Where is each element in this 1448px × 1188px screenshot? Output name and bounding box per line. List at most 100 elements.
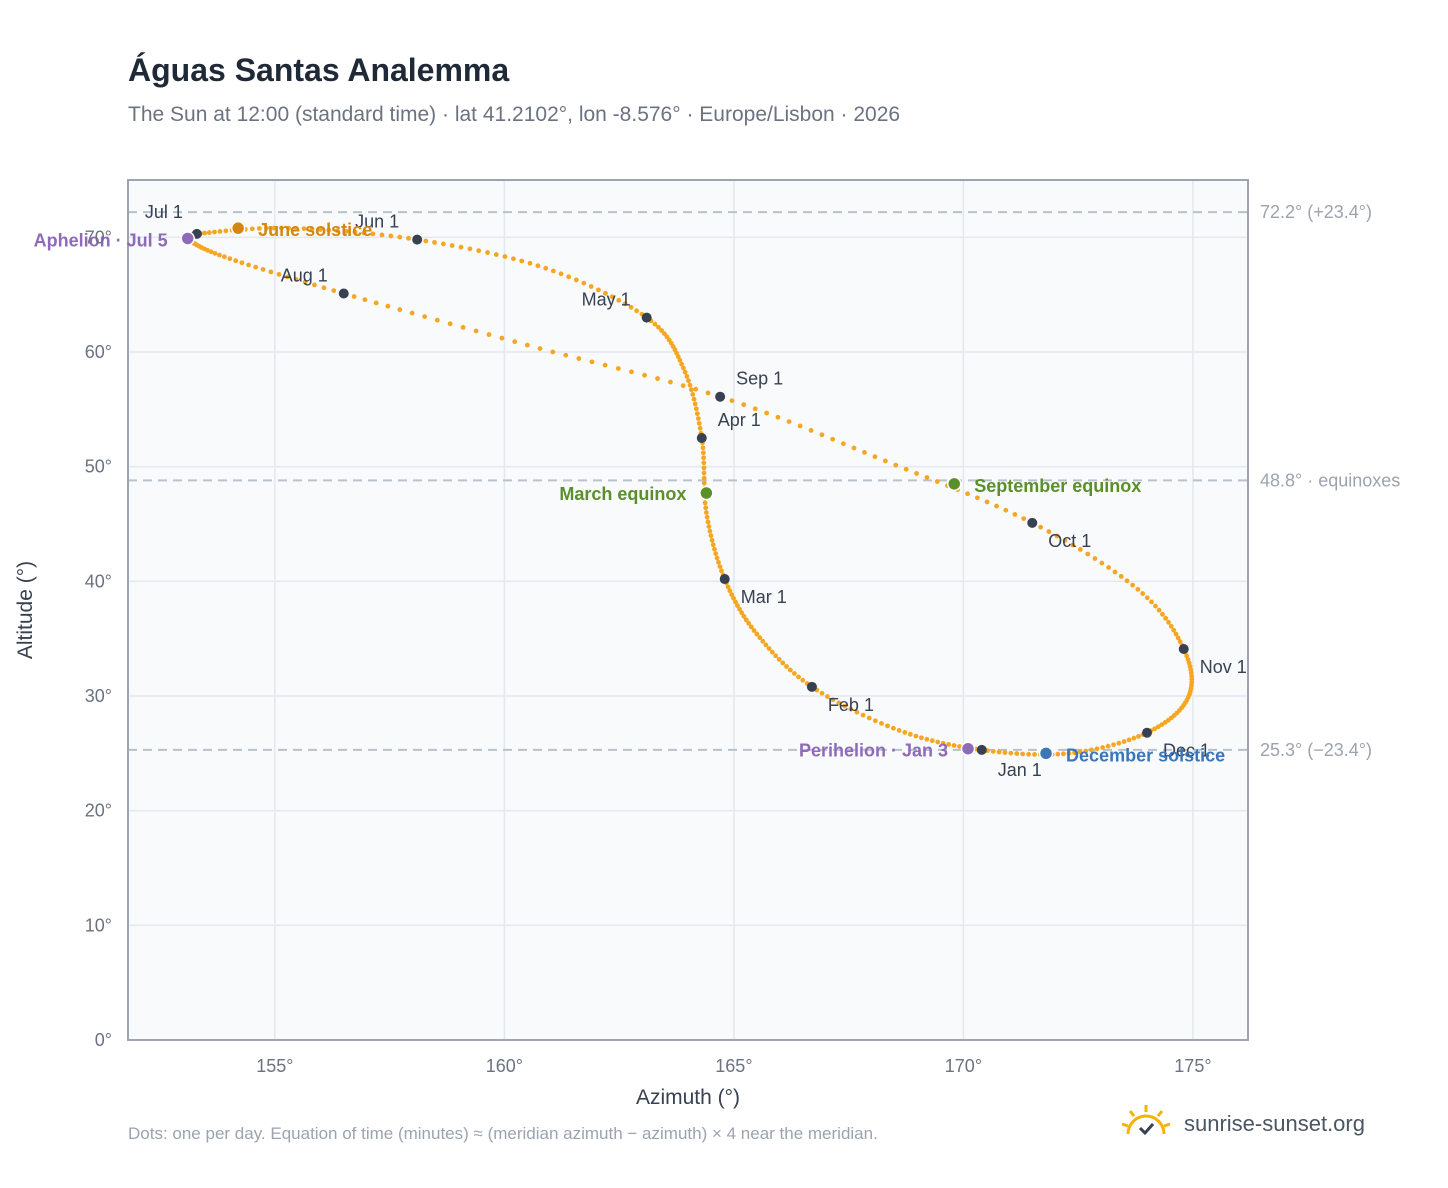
daily-sun-dot [343,228,349,234]
daily-sun-dot [1066,750,1072,756]
daily-sun-dot [361,230,367,236]
month-marker [1142,727,1153,738]
daily-sun-dot [707,528,713,534]
daily-sun-dot [830,436,836,442]
event-marker [1038,746,1054,761]
daily-sun-dot [476,248,482,254]
daily-sun-dot [409,310,415,316]
daily-sun-dot [951,743,957,748]
daily-sun-dot [1153,603,1158,609]
month-marker-label: Oct 1 [1048,531,1091,551]
daily-sun-dot [588,284,594,289]
daily-sun-dot [703,510,709,515]
daily-sun-dot [819,690,825,696]
daily-sun-dot [652,321,658,327]
daily-sun-dot [576,356,582,361]
daily-sun-dot [776,656,782,662]
daily-sun-dot [1121,739,1127,744]
daily-sun-dot [872,454,878,460]
daily-sun-dot [1171,627,1177,633]
daily-sun-dot [1124,578,1130,584]
daily-sun-dot [754,631,760,637]
event-marker [230,220,246,236]
daily-sun-dot [692,401,698,407]
daily-sun-dot [1070,542,1076,548]
daily-sun-dot [729,592,735,597]
daily-sun-dot [1099,560,1105,566]
daily-sun-dot [882,458,888,464]
daily-sun-dot [512,339,518,345]
daily-sun-dot [924,475,930,480]
daily-sun-dot [752,406,758,412]
daily-sun-dot [700,445,706,451]
daily-sun-dot [701,460,707,466]
daily-sun-dot [796,674,801,680]
y-tick-label: 30° [85,686,112,706]
daily-sun-dot [256,226,262,231]
daily-sun-dot [1144,595,1150,601]
daily-sun-dot [527,260,533,266]
daily-sun-dot [737,606,742,612]
daily-sun-dot [746,621,752,626]
sun-logo-icon [1120,1102,1172,1147]
daily-sun-dot [1072,750,1077,756]
daily-sun-dot [918,735,924,741]
daily-sun-dot [278,225,284,231]
event-marker-label: Aphelion · Jul 5 [34,230,168,250]
plot-frame [127,179,1249,1041]
daily-sun-dot [628,304,634,310]
daily-sun-dot [321,285,327,291]
daily-sun-dot [537,346,543,351]
daily-sun-dot [903,466,909,472]
daily-sun-dot [907,731,913,737]
daily-sun-dot [249,226,255,232]
month-marker [412,234,423,245]
event-marker [960,741,976,756]
y-axis-title: Altitude (°) [14,561,37,659]
daily-sun-dot [940,740,946,746]
daily-sun-dot [705,519,711,525]
reference-line-label: 25.3° (−23.4°) [1260,740,1372,760]
daily-sun-dot [705,390,711,396]
daily-sun-dot [929,738,935,744]
daily-sun-dot [208,249,214,255]
event-marker-label: December solstice [1066,745,1225,765]
daily-sun-dot [791,671,797,676]
brand-name[interactable]: sunrise-sunset.org [1184,1111,1365,1136]
daily-sun-dot [1116,740,1122,746]
daily-sun-dot [748,624,754,630]
daily-sun-dot [634,308,640,314]
daily-sun-dot [1012,511,1018,517]
event-marker-label: September equinox [974,476,1141,496]
daily-sun-dot [1177,639,1183,645]
y-tick-label: 50° [85,457,112,477]
daily-sun-dot [694,411,700,417]
daily-sun-dot [714,555,720,561]
daily-sun-dot [741,613,747,619]
reference-line-label: 72.2° (+23.4°) [1260,202,1372,222]
daily-sun-dot [913,733,919,739]
daily-sun-dot [701,470,707,476]
daily-sun-dot [566,274,572,280]
daily-sun-dot [543,265,549,271]
month-marker-label: Jun 1 [355,212,399,232]
daily-sun-dot [836,700,842,706]
y-tick-label: 60° [85,342,112,362]
daily-sun-dot [550,268,556,274]
daily-sun-dot [729,398,735,404]
daily-sun-dot [860,712,866,718]
daily-sun-dot [223,228,229,234]
daily-sun-dot [1166,619,1171,625]
daily-sun-dot [695,416,701,421]
brand[interactable]: sunrise-sunset.org [1120,1100,1365,1148]
reference-lines: 72.2° (+23.4°) 48.8° · equinoxes 25.3° (−2… [128,202,1400,760]
daily-sun-dot [965,491,970,497]
daily-sun-dot [687,382,693,388]
daily-sun-dot [573,277,579,283]
month-marker-label: Nov 1 [1200,657,1247,677]
daily-sun-dot [1089,747,1094,753]
daily-sun-dot [1106,565,1111,570]
daily-sun-dot [914,470,919,476]
daily-sun-dot [704,514,710,520]
daily-sun-dot [896,728,902,733]
